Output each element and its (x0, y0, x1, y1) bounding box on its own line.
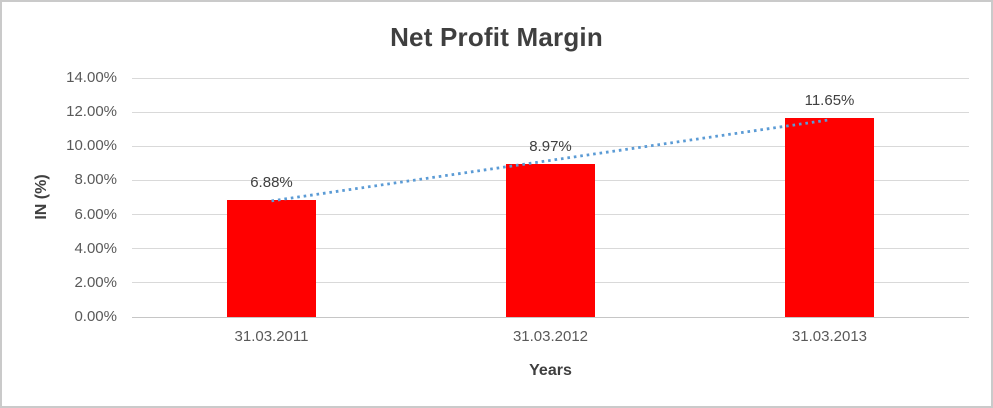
plot-area (132, 77, 969, 318)
trendline (271, 118, 830, 203)
gridline (132, 77, 969, 79)
y-tick-label: 2.00% (74, 273, 117, 291)
bar (506, 163, 595, 317)
bar-data-label: 11.65% (804, 92, 855, 110)
x-axis-title: Years (529, 362, 572, 379)
y-axis-title: IN (%) (33, 173, 50, 220)
y-tick-label: 4.00% (74, 239, 117, 257)
y-tick-label: 12.00% (66, 103, 117, 121)
x-category-label: 31.03.2012 (512, 328, 589, 345)
x-category-label: 31.03.2013 (791, 328, 868, 345)
gridline (132, 145, 969, 147)
y-tick-label: 10.00% (66, 137, 117, 155)
gridline (132, 111, 969, 113)
x-axis-line (132, 316, 969, 318)
bar-data-label: 8.97% (529, 137, 572, 155)
bar (227, 199, 316, 317)
chart-title: Net Profit Margin (390, 22, 603, 52)
y-tick-label: 0.00% (74, 308, 117, 325)
bar (785, 118, 874, 317)
bar-data-label: 6.88% (250, 173, 293, 191)
y-tick-label: 8.00% (74, 171, 117, 189)
y-tick-label: 6.00% (74, 205, 117, 223)
x-category-label: 31.03.2011 (234, 328, 309, 345)
y-tick-label: 14.00% (66, 69, 117, 86)
